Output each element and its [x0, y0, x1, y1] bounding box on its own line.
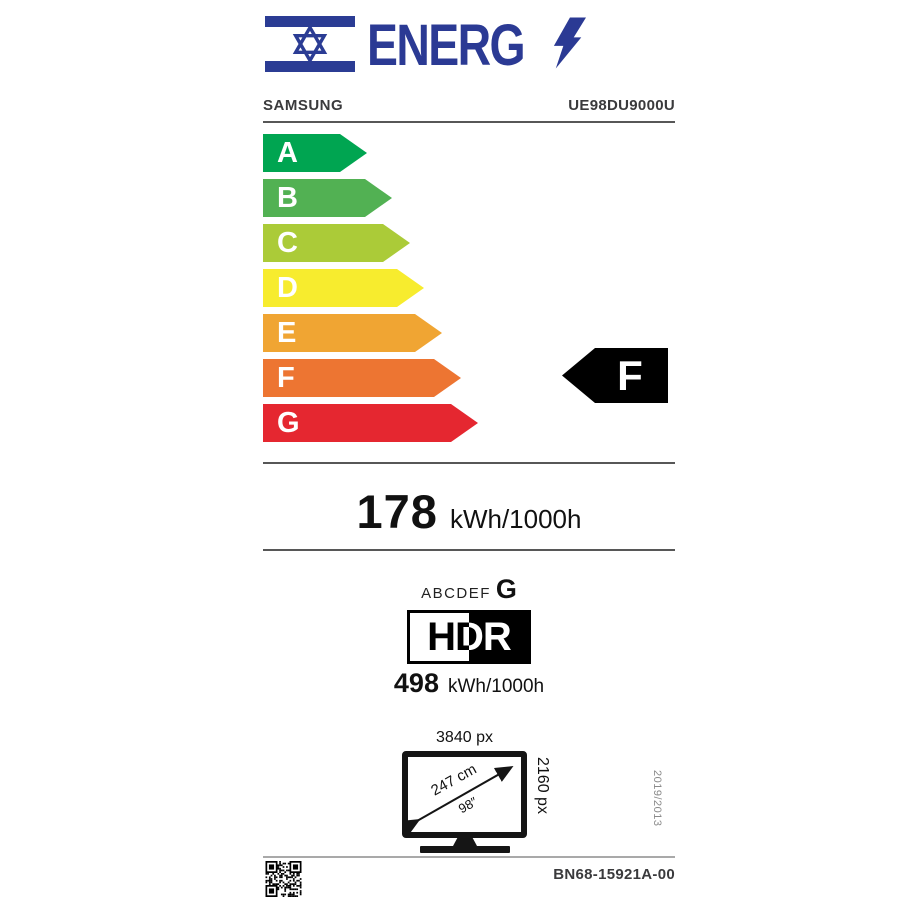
energy-class-arrow-c: C — [263, 224, 410, 262]
hdr-consumption-value: 498 — [393, 668, 439, 698]
brand-row: SAMSUNG UE98DU9000U — [263, 97, 675, 114]
footer-divider — [263, 856, 675, 858]
energy-class-arrow-g: G — [263, 404, 478, 442]
model-number: UE98DU9000U — [568, 97, 675, 114]
hdr-scale-max-letter: G — [495, 574, 517, 604]
hdr-scale-letters: ABCDEF — [421, 585, 491, 602]
regulation-number: 2019/2013 — [651, 770, 663, 827]
energy-consumption-unit: kWh/1000h — [449, 504, 582, 534]
scale-divider — [263, 462, 675, 464]
energy-class-letter: D — [277, 272, 298, 304]
hdr-consumption-unit: kWh/1000h — [447, 676, 545, 697]
energy-class-arrow-d: D — [263, 269, 424, 307]
consumption-divider — [263, 549, 675, 551]
screen-height-label: 2160 px — [534, 757, 551, 814]
energy-class-arrow-f: F — [263, 359, 461, 397]
tv-stand-base — [420, 846, 510, 853]
energy-consumption-value: 178 — [356, 485, 438, 538]
energy-consumption-row: 178 kWh/1000h — [263, 484, 675, 539]
energy-class-letter: F — [277, 362, 295, 394]
tv-stand-neck — [453, 838, 477, 846]
hdr-logo-text: HDR — [469, 614, 512, 659]
qr-code — [265, 861, 302, 897]
hdr-logo: HDR HDR — [407, 610, 531, 664]
energy-class-letter: E — [277, 317, 297, 349]
energy-class-letter: A — [277, 137, 298, 169]
hdr-class-scale: ABCDEF G — [263, 574, 675, 605]
tv-outline: 247 cm 98″ — [400, 751, 527, 838]
energy-class-arrow-a: A — [263, 134, 367, 172]
energy-class-letter: C — [277, 227, 298, 259]
energy-class-letter: G — [277, 407, 300, 439]
flag-top-stripe — [265, 16, 355, 27]
energy-class-arrow-e: E — [263, 314, 442, 352]
rated-class-indicator: F — [562, 348, 668, 403]
rated-class-letter: F — [617, 351, 643, 399]
energy-class-letter: B — [277, 182, 298, 214]
hdr-logo-text: HDR — [427, 614, 469, 659]
star-of-david-icon — [292, 24, 328, 64]
hdr-logo-left-half: HDR — [410, 613, 469, 661]
screen-diagonal-diagram: 247 cm 98″ — [400, 761, 514, 835]
energy-class-arrow-b: B — [263, 179, 392, 217]
israel-flag — [262, 13, 358, 75]
lightning-bolt-icon — [553, 17, 586, 69]
hdr-logo-right-half: HDR — [469, 613, 528, 661]
energ-logo-text: ENERG — [367, 13, 526, 78]
supplier-name: SAMSUNG — [263, 97, 344, 114]
document-code: BN68-15921A-00 — [553, 866, 675, 883]
flag-bottom-stripe — [265, 61, 355, 72]
screen-width-label: 3840 px — [436, 729, 493, 746]
header-divider — [263, 121, 675, 123]
diagonal-arrow-icon — [400, 766, 514, 835]
hdr-consumption-row: 498 kWh/1000h — [263, 668, 675, 699]
